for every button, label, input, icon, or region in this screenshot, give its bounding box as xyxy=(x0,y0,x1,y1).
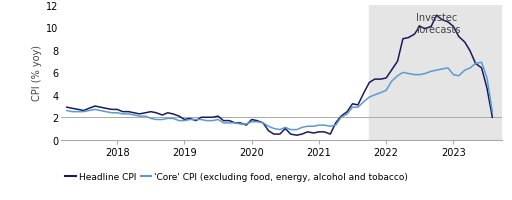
Legend: Headline CPI, 'Core' CPI (excluding food, energy, alcohol and tobacco): Headline CPI, 'Core' CPI (excluding food… xyxy=(61,169,412,185)
Bar xyxy=(369,6,502,140)
Text: Investec
forecasts: Investec forecasts xyxy=(416,13,461,35)
Y-axis label: CPI (% yoy): CPI (% yoy) xyxy=(32,45,42,101)
